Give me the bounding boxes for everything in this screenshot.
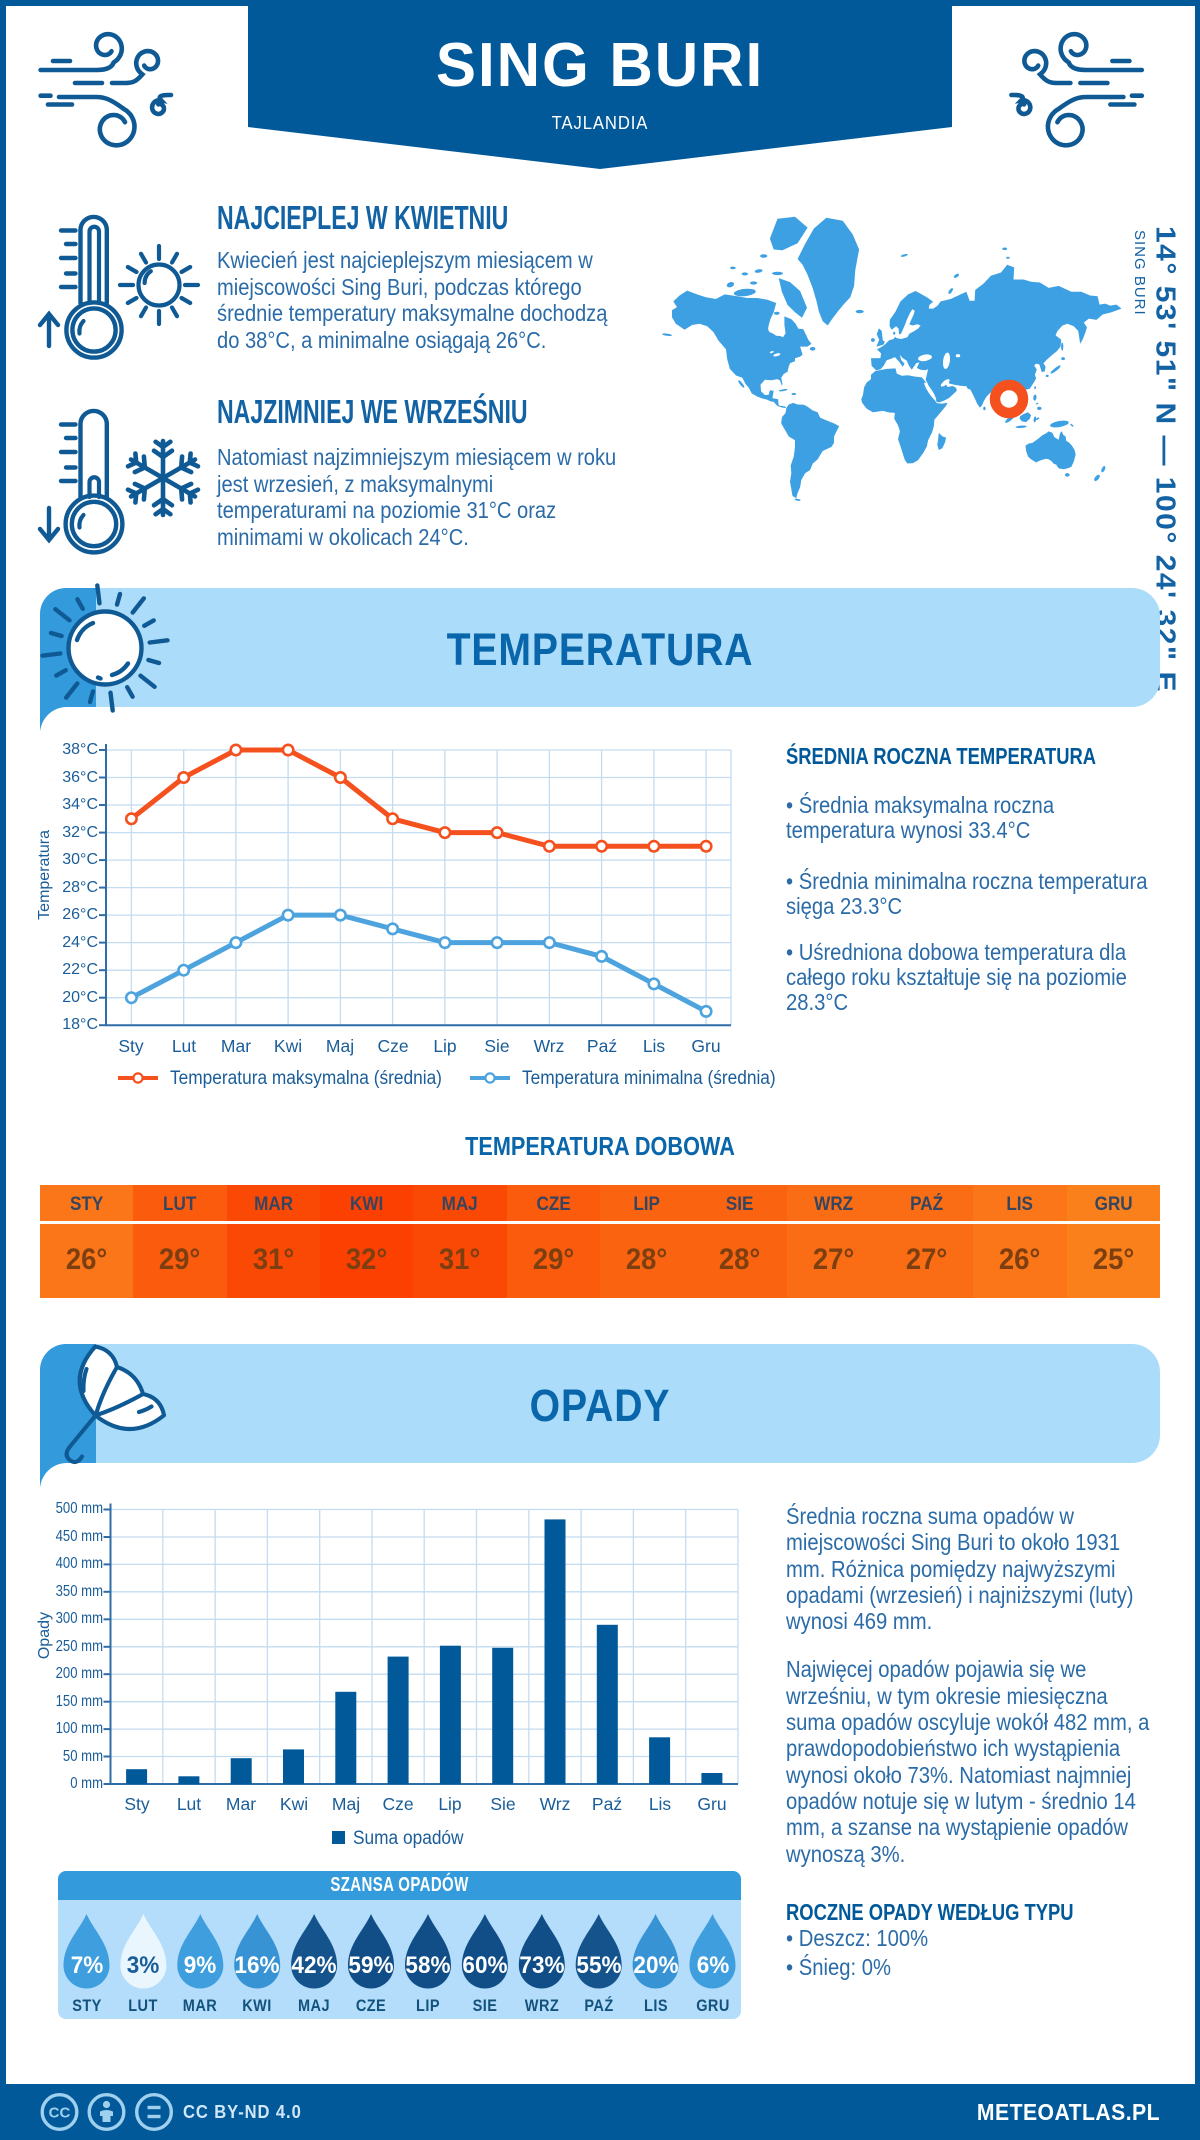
svg-text:CC: CC [49, 2105, 71, 2122]
